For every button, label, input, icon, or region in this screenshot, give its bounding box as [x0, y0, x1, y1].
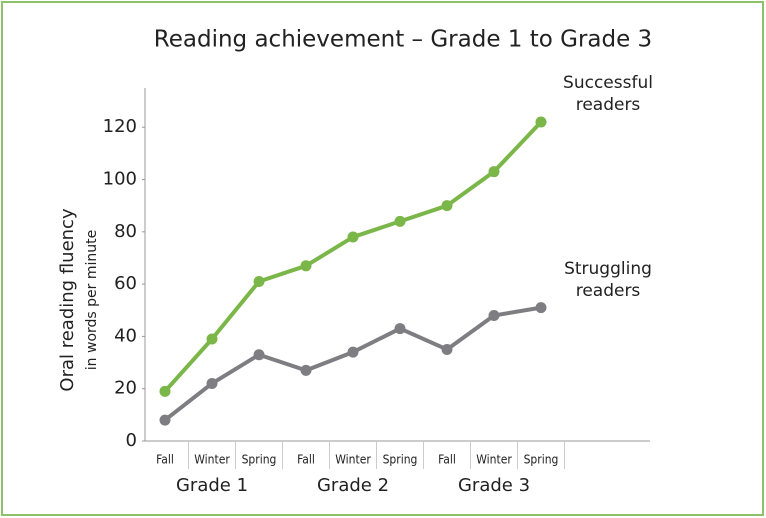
data-point	[300, 260, 312, 272]
y-axis-label: Oral reading fluency	[57, 208, 78, 392]
data-point	[253, 275, 265, 287]
chart-title: Reading achievement – Grade 1 to Grade 3	[154, 27, 652, 53]
y-tick-label: 40	[114, 325, 137, 346]
x-tick-label: Fall	[156, 453, 174, 467]
data-point	[535, 116, 547, 128]
x-tick-label: Winter	[335, 453, 371, 467]
y-tick-label: 60	[114, 273, 137, 294]
data-point	[535, 302, 547, 314]
y-tick-label: 80	[114, 221, 137, 242]
data-point	[394, 323, 406, 335]
data-point	[159, 385, 171, 397]
x-tick-label: Spring	[383, 453, 418, 467]
y-axis-sublabel: in words per minute	[84, 230, 100, 370]
data-point	[488, 166, 500, 178]
x-tick-label: Spring	[524, 453, 559, 467]
data-point	[206, 377, 218, 389]
data-point	[347, 346, 359, 358]
group-label: Grade 3	[458, 475, 530, 496]
x-tick-label: Fall	[297, 453, 315, 467]
x-tick-label: Winter	[194, 453, 230, 467]
x-tick-label: Winter	[476, 453, 512, 467]
y-tick-label: 20	[114, 378, 137, 399]
data-point	[441, 200, 453, 212]
data-point	[488, 309, 500, 321]
data-point	[441, 343, 453, 355]
data-point	[159, 414, 171, 426]
data-point	[394, 215, 406, 227]
y-tick-label: 100	[103, 169, 137, 190]
data-point	[206, 333, 218, 345]
data-point	[300, 364, 312, 376]
series-label: Struggling readers	[564, 258, 652, 301]
group-label: Grade 1	[176, 475, 248, 496]
data-point	[347, 231, 359, 243]
y-tick-label: 0	[126, 430, 137, 451]
series-label: Successful readers	[563, 72, 653, 115]
x-tick-label: Fall	[438, 453, 456, 467]
x-tick-label: Spring	[242, 453, 277, 467]
group-label: Grade 2	[317, 475, 389, 496]
data-point	[253, 349, 265, 361]
y-tick-label: 120	[103, 116, 137, 137]
